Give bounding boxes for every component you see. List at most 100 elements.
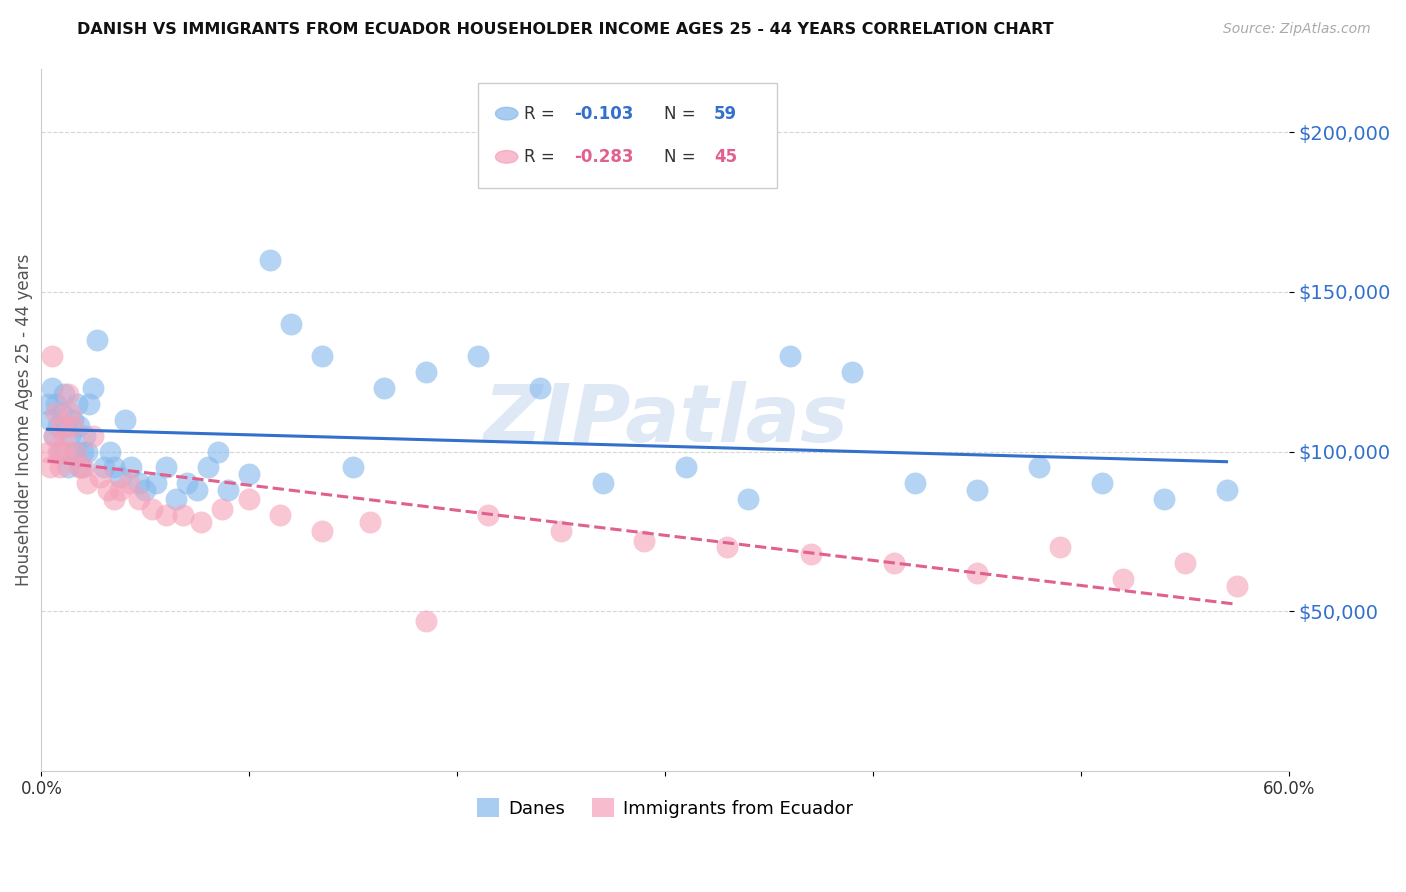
Point [141, 502, 163, 516]
Point [62, 412, 84, 426]
Point [41, 349, 63, 363]
Text: 59: 59 [714, 104, 737, 122]
Point [59, 406, 82, 420]
Point [155, 460, 177, 475]
Point [37, 444, 59, 458]
Point [716, 541, 738, 555]
Text: N =: N = [664, 104, 700, 122]
Point [49, 460, 72, 475]
Point [82, 428, 104, 442]
Point [76, 476, 98, 491]
Point [59, 428, 82, 442]
Point [53, 387, 76, 401]
Point [73, 428, 96, 442]
Point [415, 614, 437, 628]
Point [166, 492, 188, 507]
Point [633, 533, 655, 548]
Point [592, 476, 614, 491]
Point [359, 515, 381, 529]
Point [1091, 476, 1114, 491]
Point [145, 476, 167, 491]
Text: R =: R = [524, 104, 560, 122]
Point [211, 502, 233, 516]
Point [51, 419, 73, 434]
Point [103, 460, 125, 475]
Point [110, 483, 132, 497]
Point [103, 492, 125, 507]
Point [176, 476, 198, 491]
Point [342, 460, 364, 475]
Y-axis label: Householder Income Ages 25 - 44 years: Householder Income Ages 25 - 44 years [15, 253, 32, 586]
Point [190, 515, 212, 529]
Point [529, 381, 551, 395]
Point [280, 317, 302, 331]
Point [72, 444, 94, 458]
Point [1174, 556, 1197, 570]
Point [1049, 541, 1071, 555]
Point [77, 397, 100, 411]
Point [82, 381, 104, 395]
Point [966, 483, 988, 497]
Point [1028, 460, 1050, 475]
Point [53, 428, 76, 442]
Point [259, 253, 281, 268]
Point [269, 508, 291, 523]
Point [76, 444, 98, 458]
Point [1153, 492, 1175, 507]
Point [311, 349, 333, 363]
Point [67, 419, 90, 434]
Point [58, 387, 80, 401]
Point [1226, 578, 1249, 592]
Text: N =: N = [664, 148, 700, 166]
Point [63, 444, 86, 458]
Point [373, 381, 395, 395]
Text: ZIPatlas: ZIPatlas [482, 381, 848, 458]
Text: 45: 45 [714, 148, 737, 166]
Legend: Danes, Immigrants from Ecuador: Danes, Immigrants from Ecuador [470, 791, 860, 825]
Point [197, 460, 219, 475]
Point [67, 460, 90, 475]
Point [72, 460, 94, 475]
Point [42, 428, 65, 442]
Point [58, 460, 80, 475]
Point [93, 460, 115, 475]
Point [134, 483, 156, 497]
Point [98, 444, 121, 458]
Point [217, 483, 239, 497]
Point [186, 483, 208, 497]
Point [69, 460, 91, 475]
Point [841, 365, 863, 379]
Point [38, 412, 60, 426]
Point [38, 460, 60, 475]
Point [883, 556, 905, 570]
Point [42, 428, 65, 442]
Point [1215, 483, 1237, 497]
Point [904, 476, 927, 491]
Point [120, 460, 142, 475]
Point [1111, 572, 1133, 586]
Point [86, 333, 108, 347]
Point [51, 406, 73, 420]
Point [41, 381, 63, 395]
Text: R =: R = [524, 148, 560, 166]
Text: Source: ZipAtlas.com: Source: ZipAtlas.com [1223, 22, 1371, 37]
Point [37, 397, 59, 411]
Point [800, 547, 823, 561]
Text: DANISH VS IMMIGRANTS FROM ECUADOR HOUSEHOLDER INCOME AGES 25 - 44 YEARS CORRELAT: DANISH VS IMMIGRANTS FROM ECUADOR HOUSEH… [77, 22, 1054, 37]
Point [46, 444, 69, 458]
Point [118, 476, 141, 491]
Text: -0.103: -0.103 [574, 104, 634, 122]
Point [62, 419, 84, 434]
Point [110, 470, 132, 484]
FancyBboxPatch shape [478, 83, 778, 188]
Circle shape [495, 151, 517, 163]
Point [63, 444, 86, 458]
Point [55, 419, 77, 434]
Point [45, 406, 67, 420]
Point [779, 349, 801, 363]
Point [97, 483, 120, 497]
Point [467, 349, 489, 363]
Point [477, 508, 499, 523]
Point [737, 492, 759, 507]
Point [172, 508, 194, 523]
